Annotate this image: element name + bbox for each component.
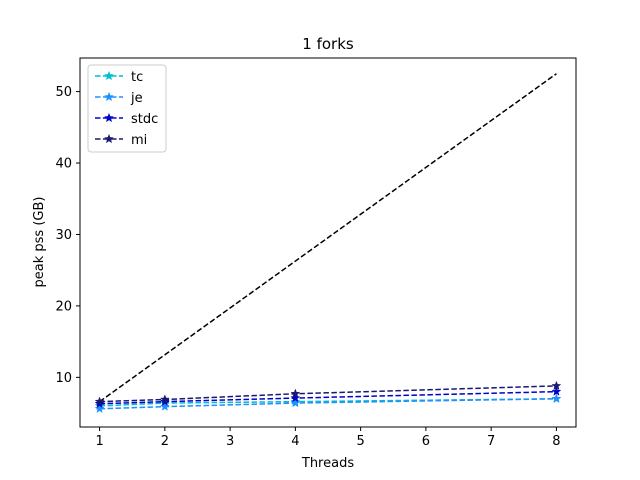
x-tick-label: 2 bbox=[161, 434, 169, 449]
data-point-stdc bbox=[551, 386, 562, 396]
legend-item-mi: mi bbox=[95, 133, 147, 148]
data-point-mi bbox=[159, 394, 170, 404]
data-point-mi bbox=[290, 388, 301, 398]
series-line-tc bbox=[99, 398, 557, 407]
data-point-je bbox=[159, 401, 170, 411]
x-tick-label: 3 bbox=[226, 434, 234, 449]
data-point-mi bbox=[551, 380, 562, 391]
x-tick-label: 5 bbox=[356, 434, 364, 449]
series-line-mi bbox=[99, 385, 557, 403]
series-line-stdc bbox=[99, 390, 557, 405]
y-tick-label: 40 bbox=[55, 157, 72, 172]
y-tick-label: 10 bbox=[55, 371, 72, 386]
data-point-stdc bbox=[290, 392, 301, 403]
data-point-mi bbox=[94, 396, 105, 406]
marks-layer: 1 2 3 4 5 6 7 8 10 20 30 40 50 tc je stdc mi bbox=[55, 57, 577, 449]
x-tick-label: 1 bbox=[95, 434, 103, 449]
legend-marker-je bbox=[104, 91, 114, 102]
legend-item-tc: tc bbox=[95, 70, 143, 85]
x-tick-label: 6 bbox=[422, 434, 430, 449]
legend: tc je stdc mi bbox=[87, 64, 167, 153]
x-tick-label: 7 bbox=[487, 434, 495, 449]
y-tick-label: 30 bbox=[55, 228, 72, 243]
legend-label-mi: mi bbox=[131, 133, 147, 148]
legend-marker-mi bbox=[104, 133, 114, 144]
x-axis-label: Threads bbox=[301, 456, 354, 471]
chart-title: 1 forks bbox=[302, 35, 354, 53]
x-tick-label: 8 bbox=[552, 434, 560, 449]
legend-label-je: je bbox=[130, 91, 143, 106]
plot-frame bbox=[79, 57, 577, 428]
legend-label-stdc: stdc bbox=[131, 112, 158, 127]
reference-line bbox=[99, 73, 557, 403]
series-je bbox=[94, 393, 562, 413]
legend-item-stdc: stdc bbox=[95, 112, 158, 127]
y-tick-label: 20 bbox=[55, 299, 72, 314]
legend-box bbox=[87, 64, 167, 153]
data-point-je bbox=[290, 397, 301, 408]
data-point-je bbox=[94, 403, 105, 413]
series-line-je bbox=[99, 398, 557, 410]
legend-marker-tc bbox=[104, 70, 114, 81]
legend-label-tc: tc bbox=[131, 70, 143, 85]
legend-item-je: je bbox=[95, 91, 143, 106]
series-mi bbox=[94, 380, 562, 406]
legend-marker-stdc bbox=[104, 112, 114, 123]
data-point-je bbox=[551, 393, 562, 403]
x-tick-label: 4 bbox=[291, 434, 299, 449]
y-tick-label: 50 bbox=[55, 85, 72, 100]
y-axis-label: peak pss (GB) bbox=[32, 197, 47, 288]
